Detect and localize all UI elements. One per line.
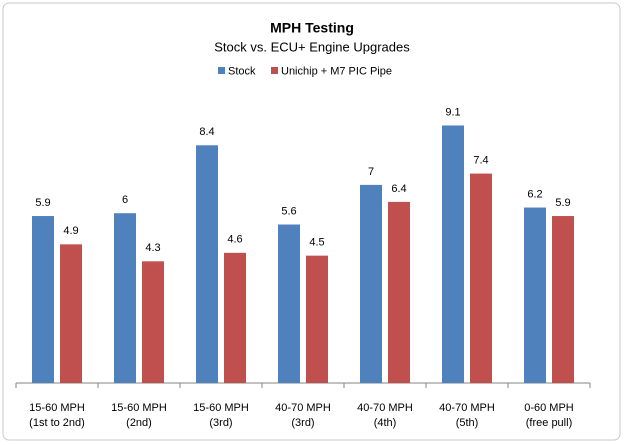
x-tick-label: (2nd)	[126, 417, 152, 429]
bar	[142, 261, 164, 383]
value-label: 9.1	[445, 106, 460, 118]
x-tick-label: (3rd)	[291, 417, 314, 429]
bar	[114, 213, 136, 383]
legend-swatch	[271, 67, 278, 74]
value-label: 4.9	[63, 225, 78, 237]
x-tick-label: 15-60 MPH	[193, 402, 249, 414]
value-label: 7.4	[473, 154, 488, 166]
bar	[306, 255, 328, 383]
bar	[60, 244, 82, 383]
bar	[196, 145, 218, 383]
value-label: 6.4	[391, 183, 406, 195]
bar	[552, 216, 574, 383]
chart-subtitle: Stock vs. ECU+ Engine Upgrades	[214, 39, 410, 54]
value-label: 4.3	[145, 242, 160, 254]
value-label: 6.2	[527, 188, 542, 200]
legend-label: Unichip + M7 PIC Pipe	[281, 65, 392, 77]
x-tick-label: (1st to 2nd)	[29, 417, 85, 429]
x-tick-label: 15-60 MPH	[29, 402, 85, 414]
chart-title: MPH Testing	[270, 20, 354, 36]
x-tick-label: 40-70 MPH	[439, 402, 495, 414]
x-tick-label: 15-60 MPH	[111, 402, 167, 414]
bar	[32, 216, 54, 383]
x-tick-label: 40-70 MPH	[357, 402, 413, 414]
value-label: 4.6	[227, 234, 242, 246]
legend-label: Stock	[228, 65, 256, 77]
value-label: 5.9	[555, 197, 570, 209]
bar	[524, 207, 546, 383]
bar	[470, 173, 492, 383]
x-tick-label: (3rd)	[209, 417, 232, 429]
bar	[360, 184, 382, 383]
value-label: 8.4	[199, 126, 214, 138]
value-label: 6	[122, 194, 128, 206]
x-tick-label: 0-60 MPH	[524, 402, 574, 414]
value-label: 4.5	[309, 237, 324, 249]
value-label: 5.9	[35, 197, 50, 209]
bar	[278, 224, 300, 383]
bar	[388, 201, 410, 383]
x-tick-label: (free pull)	[526, 417, 572, 429]
x-tick-label: 40-70 MPH	[275, 402, 331, 414]
legend-swatch	[218, 67, 225, 74]
bar	[442, 125, 464, 383]
bar	[224, 252, 246, 383]
x-tick-label: (5th)	[456, 417, 479, 429]
value-label: 7	[368, 166, 374, 178]
value-label: 5.6	[281, 205, 296, 217]
x-tick-label: (4th)	[374, 417, 397, 429]
